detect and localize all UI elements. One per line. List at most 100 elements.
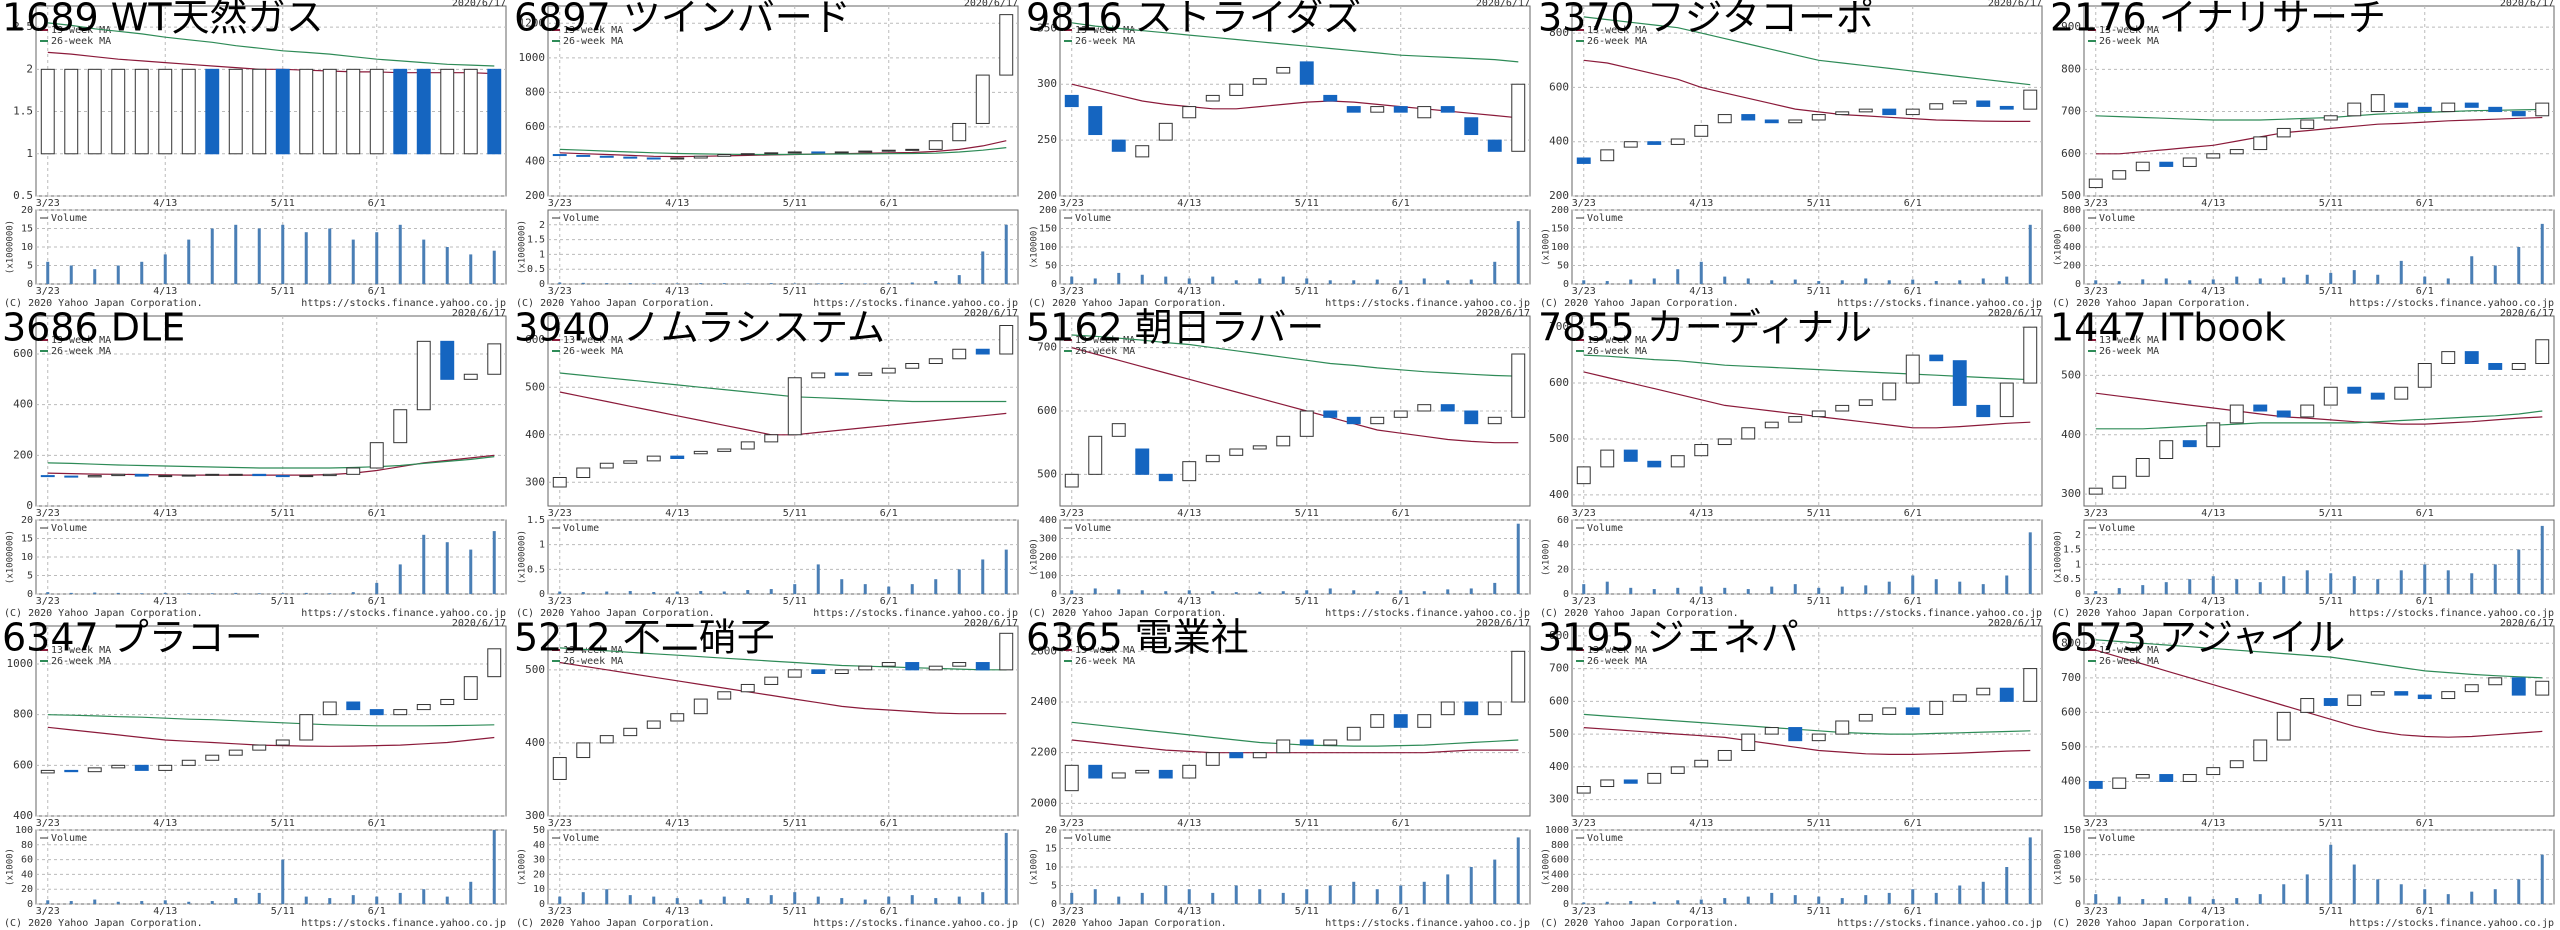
y-tick-label: 600 [1549,694,1569,707]
copyright: (C) 2020 Yahoo Japan Corporation. [516,918,715,929]
volume-bar [934,281,938,284]
volume-tick-label: 5 [27,261,33,272]
volume-tick-label: 20 [21,884,33,895]
candle-body [2088,780,2103,789]
volume-bar [398,564,402,594]
y-tick-label: 900 [2061,20,2081,33]
volume-bar [351,895,355,904]
candle-body [2464,102,2479,108]
candle-body [1788,416,1803,423]
volume-bar [257,228,261,284]
candle-body [1858,399,1873,406]
volume-bar [981,559,985,594]
volume-bar [445,247,449,284]
x-tick-label: 4/13 [1177,198,1201,209]
chart-title: 1447 ITbook [2050,306,2286,350]
x-tick-label: 6/1 [2416,286,2434,297]
candle-body [2488,363,2503,370]
volume-bar [652,283,656,284]
x-tick-label: 5/11 [271,286,295,297]
moving-average-line [47,456,495,469]
legend-label: 13-week MA [2099,25,2159,36]
volume-bar [304,232,308,284]
candle-body [1323,94,1338,102]
price-frame [1571,625,2043,817]
volume-bar [1281,276,1285,284]
candle-body [1976,404,1991,418]
volume-bar [1164,885,1168,904]
candle-body [1487,416,1502,425]
candle-body [228,473,243,476]
candle-body [463,68,478,155]
source: https://stocks.finance.yahoo.co.jp [2349,298,2554,309]
volume-tick-label: 50 [2069,874,2081,885]
volume-bar [2005,867,2009,904]
x-tick-label: 5/11 [783,818,807,829]
candle-body [764,434,779,443]
volume-bar [1652,589,1656,594]
volume-bar [1422,591,1426,594]
volume-bar [163,900,167,904]
candle-body [2112,170,2127,180]
volume-bar [1981,881,1985,904]
candle-body [64,68,79,155]
volume-bar [675,283,679,284]
date: 2020/6/17 [1476,618,1530,629]
chart-title: 2176 イナリサーチ [2050,0,2386,40]
volume-tick-label: 2 [2075,530,2081,541]
candle-body [1299,410,1314,437]
volume-bar [1211,892,1215,904]
candle-body [1135,448,1150,475]
y-tick-label: 600 [1037,404,1057,417]
candle-body [1882,707,1897,715]
candle-body [2394,691,2409,696]
volume-legend: Volume [1075,833,1111,844]
candle-body [623,460,638,464]
volume-bar [1234,280,1238,284]
chart-title: 3940 ノムラシステム [514,306,885,350]
volume-bar [398,892,402,904]
x-tick-label: 6/1 [2416,508,2434,519]
volume-bar [1446,874,1450,904]
candle-body [205,754,220,761]
volume-bar [1958,581,1962,594]
x-tick-label: 5/11 [271,818,295,829]
x-tick-label: 3/23 [2084,596,2108,607]
candle-body [181,759,196,766]
volume-bar [1352,881,1356,904]
volume-frame [547,209,1019,285]
y-tick-label: 300 [2061,487,2081,500]
candle-body [1929,354,1944,362]
candle-body [1600,449,1615,468]
candle-body [576,467,591,478]
volume-bar [675,591,679,594]
volume-tick-label: 20 [1045,825,1057,836]
volume-bar [1934,892,1938,904]
volume-tick-label: 1 [2075,559,2081,570]
y-tick-label: 400 [525,736,545,749]
candle-body [2023,668,2038,702]
volume-bar [1187,889,1191,904]
x-tick-label: 6/1 [368,508,386,519]
volume-bar [1723,898,1727,904]
x-tick-label: 4/13 [665,508,689,519]
volume-tick-label: 60 [1557,515,1569,526]
copyright: (C) 2020 Yahoo Japan Corporation. [1028,608,1227,619]
source: https://stocks.finance.yahoo.co.jp [1837,298,2042,309]
volume-legend: Volume [563,213,599,224]
volume-bar [1793,279,1797,284]
moving-average-line [2095,392,2543,425]
volume-bar [652,896,656,904]
x-tick-label: 6/1 [2416,596,2434,607]
candle-body [463,373,478,380]
volume-tick-label: 600 [2063,224,2081,235]
candle-body [1323,410,1338,418]
volume-bar [69,901,73,904]
candle-body [2088,178,2103,189]
candle-body [1511,650,1526,703]
volume-legend: Volume [2099,833,2135,844]
volume-bar [1187,590,1191,594]
candle-body [599,462,614,469]
volume-bar [1582,902,1586,904]
candle-body [40,68,55,155]
